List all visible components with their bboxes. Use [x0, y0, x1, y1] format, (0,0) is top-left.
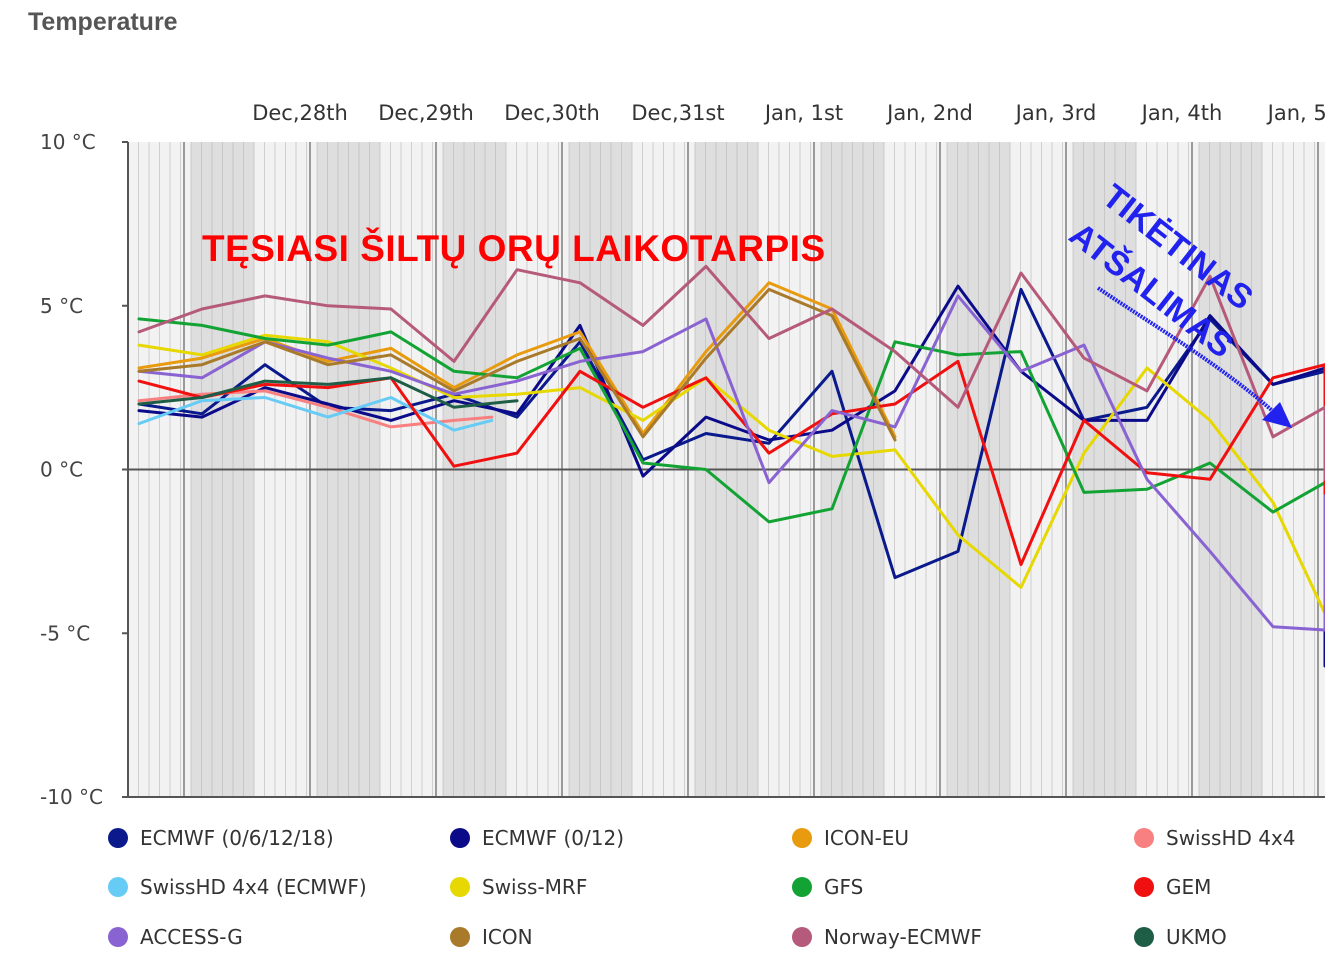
x-tick-label: Jan, 1st [763, 101, 843, 125]
x-tick-label: Dec,31st [631, 101, 724, 125]
x-tick-label: Dec,28th [252, 101, 348, 125]
x-axis: Dec,28th Dec,29th Dec,30th Dec,31st Jan, 1st… [252, 101, 1325, 125]
y-tick-label: 0 °C [40, 458, 83, 482]
x-tick-label: Dec,30th [504, 101, 600, 125]
x-tick-label: Dec,29th [378, 101, 474, 125]
x-tick-label: Jan, 3rd [1014, 101, 1097, 125]
series-lines [137, 264, 1325, 668]
arrow-shaft [1096, 286, 1290, 427]
x-tick-label: Jan, 4th [1140, 101, 1223, 125]
x-tick-label: Jan, 5th [1266, 101, 1325, 125]
y-tick-label: -10 °C [40, 785, 103, 809]
series-line [137, 294, 1325, 632]
series-line [137, 264, 1325, 481]
series-line [137, 284, 1325, 668]
arrow-head [1262, 402, 1292, 428]
cooling-arrow [1096, 286, 1292, 428]
series-line [137, 389, 494, 429]
y-axis: 10 °C 5 °C 0 °C -5 °C -10 °C [40, 130, 1325, 809]
series-line [137, 376, 519, 409]
series-line [137, 317, 1325, 629]
warm-period-annotation: TĘSIASI ŠILTŲ ORŲ LAIKOTARPIS [202, 228, 826, 269]
y-tick-label: -5 °C [40, 621, 90, 645]
y-tick-label: 10 °C [40, 130, 96, 154]
series-line [137, 333, 1325, 622]
series-line [137, 396, 494, 432]
y-tick-label: 5 °C [40, 294, 83, 318]
series-line [137, 287, 897, 442]
x-tick-label: Jan, 2nd [885, 101, 973, 125]
chart-title: Temperature [28, 8, 178, 36]
